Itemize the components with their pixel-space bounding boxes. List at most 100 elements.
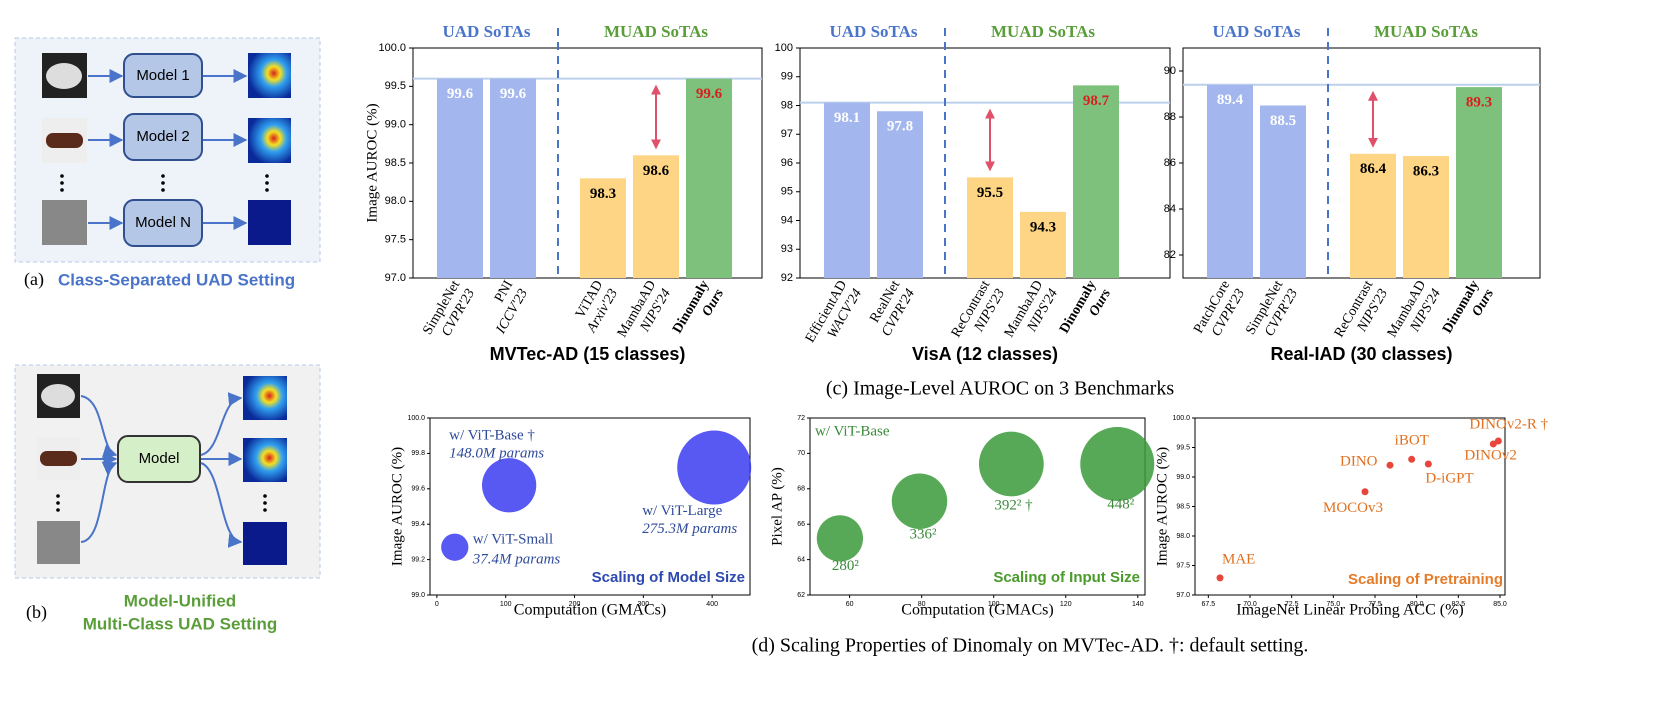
x-tick-label: 100 xyxy=(988,601,1000,608)
point-name: DINOv2 xyxy=(1464,447,1517,463)
value-label: 89.3 xyxy=(1466,95,1492,111)
y-tick-label: 97.0 xyxy=(385,272,406,284)
model-label: Model 2 xyxy=(136,128,189,145)
annotation: Scaling of Input Size xyxy=(993,569,1140,586)
value-label: 89.4 xyxy=(1217,92,1244,108)
bar xyxy=(633,155,679,278)
x-tick-label: 60 xyxy=(846,601,854,608)
size-label: 336² xyxy=(910,527,938,543)
value-label: 94.3 xyxy=(1030,219,1056,235)
x-tick-label: 77.5 xyxy=(1368,601,1382,608)
y-tick-label: 99.0 xyxy=(385,119,406,131)
y-tick-label: 100.0 xyxy=(378,42,406,54)
x-tick-label: 200 xyxy=(569,601,581,608)
x-tick-label: 75.0 xyxy=(1327,601,1341,608)
group-label: UAD SoTAs xyxy=(1212,22,1300,41)
bar xyxy=(1020,211,1066,278)
point xyxy=(1216,574,1224,582)
value-label: 88.5 xyxy=(1270,113,1296,129)
x-axis-label: Computation (GMACs) xyxy=(901,602,1053,619)
model-box xyxy=(123,199,203,247)
input-image xyxy=(37,521,80,564)
annotation: Scaling of Pretraining xyxy=(1348,571,1503,588)
input-image xyxy=(46,63,82,89)
point xyxy=(1361,488,1369,496)
x-tick-label: 85.0 xyxy=(1493,601,1507,608)
arrows xyxy=(88,69,248,230)
y-tick-label: 99.5 xyxy=(385,80,406,92)
panel-caption: Model-Unified xyxy=(124,591,236,610)
point xyxy=(978,431,1044,497)
point-name: DINOv2-R † xyxy=(1469,416,1548,432)
y-tick-label: 97.0 xyxy=(1176,592,1190,599)
y-tick-label: 90 xyxy=(1164,65,1176,77)
x-tick-label: 82.5 xyxy=(1452,601,1466,608)
bar xyxy=(1403,156,1449,278)
value-label: 98.7 xyxy=(1083,93,1110,109)
y-tick-label: 68 xyxy=(797,486,805,493)
model-box xyxy=(123,53,203,98)
x-tick-label: 120 xyxy=(1060,601,1072,608)
x-tick-label: 72.5 xyxy=(1285,601,1299,608)
x-tick-label: 400 xyxy=(706,601,718,608)
size-label: 280² xyxy=(832,558,860,574)
bar xyxy=(580,178,626,278)
size-label: 148.0M params xyxy=(449,446,544,462)
caption: (d) Scaling Properties of Dinomaly on MV… xyxy=(752,635,1309,657)
y-tick-label: 98.0 xyxy=(385,195,406,207)
point xyxy=(1386,461,1394,469)
value-label: 99.6 xyxy=(447,86,474,102)
panel-b: Model (b) Model-Unified Multi-Class UAD … xyxy=(14,364,321,633)
input-image xyxy=(40,451,77,466)
annotation: Scaling of Model Size xyxy=(592,569,745,586)
ellipsis-dots xyxy=(56,494,267,512)
point-name: DINO xyxy=(1340,454,1378,470)
y-tick-label: 92 xyxy=(781,272,793,284)
bar xyxy=(824,102,870,278)
y-tick-label: 86 xyxy=(1164,157,1176,169)
y-tick-label: 99 xyxy=(781,71,793,83)
chart-title: MVTec-AD (15 classes) xyxy=(490,344,686,364)
group-label: UAD SoTAs xyxy=(829,22,917,41)
chart-title: VisA (12 classes) xyxy=(912,344,1058,364)
y-tick-label: 97 xyxy=(781,128,793,140)
y-tick-label: 62 xyxy=(797,592,805,599)
value-label: 98.3 xyxy=(590,186,616,202)
plot-frame xyxy=(809,417,1146,596)
y-tick-label: 64 xyxy=(797,556,805,563)
point xyxy=(1408,455,1416,463)
y-tick-label: 88 xyxy=(1164,111,1176,123)
y-tick-label: 99.0 xyxy=(411,592,425,599)
value-label: 86.4 xyxy=(1360,161,1387,177)
y-tick-label: 98.5 xyxy=(385,157,406,169)
y-tick-label: 98.5 xyxy=(1176,503,1190,510)
point-name: w/ ViT-Large xyxy=(642,503,722,519)
input-image xyxy=(46,133,83,148)
arrows xyxy=(80,392,243,548)
heatmap xyxy=(243,376,287,420)
model-label: Model N xyxy=(135,214,191,231)
x-tick-label: 80.0 xyxy=(1410,601,1424,608)
group-label: MUAD SoTAs xyxy=(991,22,1095,41)
point xyxy=(1494,437,1502,445)
y-tick-label: 95 xyxy=(781,186,793,198)
point xyxy=(482,458,537,513)
bar xyxy=(1456,87,1502,278)
y-tick-label: 84 xyxy=(1164,203,1176,215)
x-tick-label: 0 xyxy=(435,601,439,608)
panel-caption: Class-Separated UAD Setting xyxy=(58,270,295,289)
x-tick-label: 100 xyxy=(500,601,512,608)
y-tick-label: 99.4 xyxy=(411,521,425,528)
chart-title: Real-IAD (30 classes) xyxy=(1270,344,1452,364)
value-label: 98.1 xyxy=(834,110,860,126)
caption: (c) Image-Level AUROC on 3 Benchmarks xyxy=(826,378,1174,400)
bar xyxy=(1260,105,1306,278)
y-tick-label: 94 xyxy=(781,214,793,226)
